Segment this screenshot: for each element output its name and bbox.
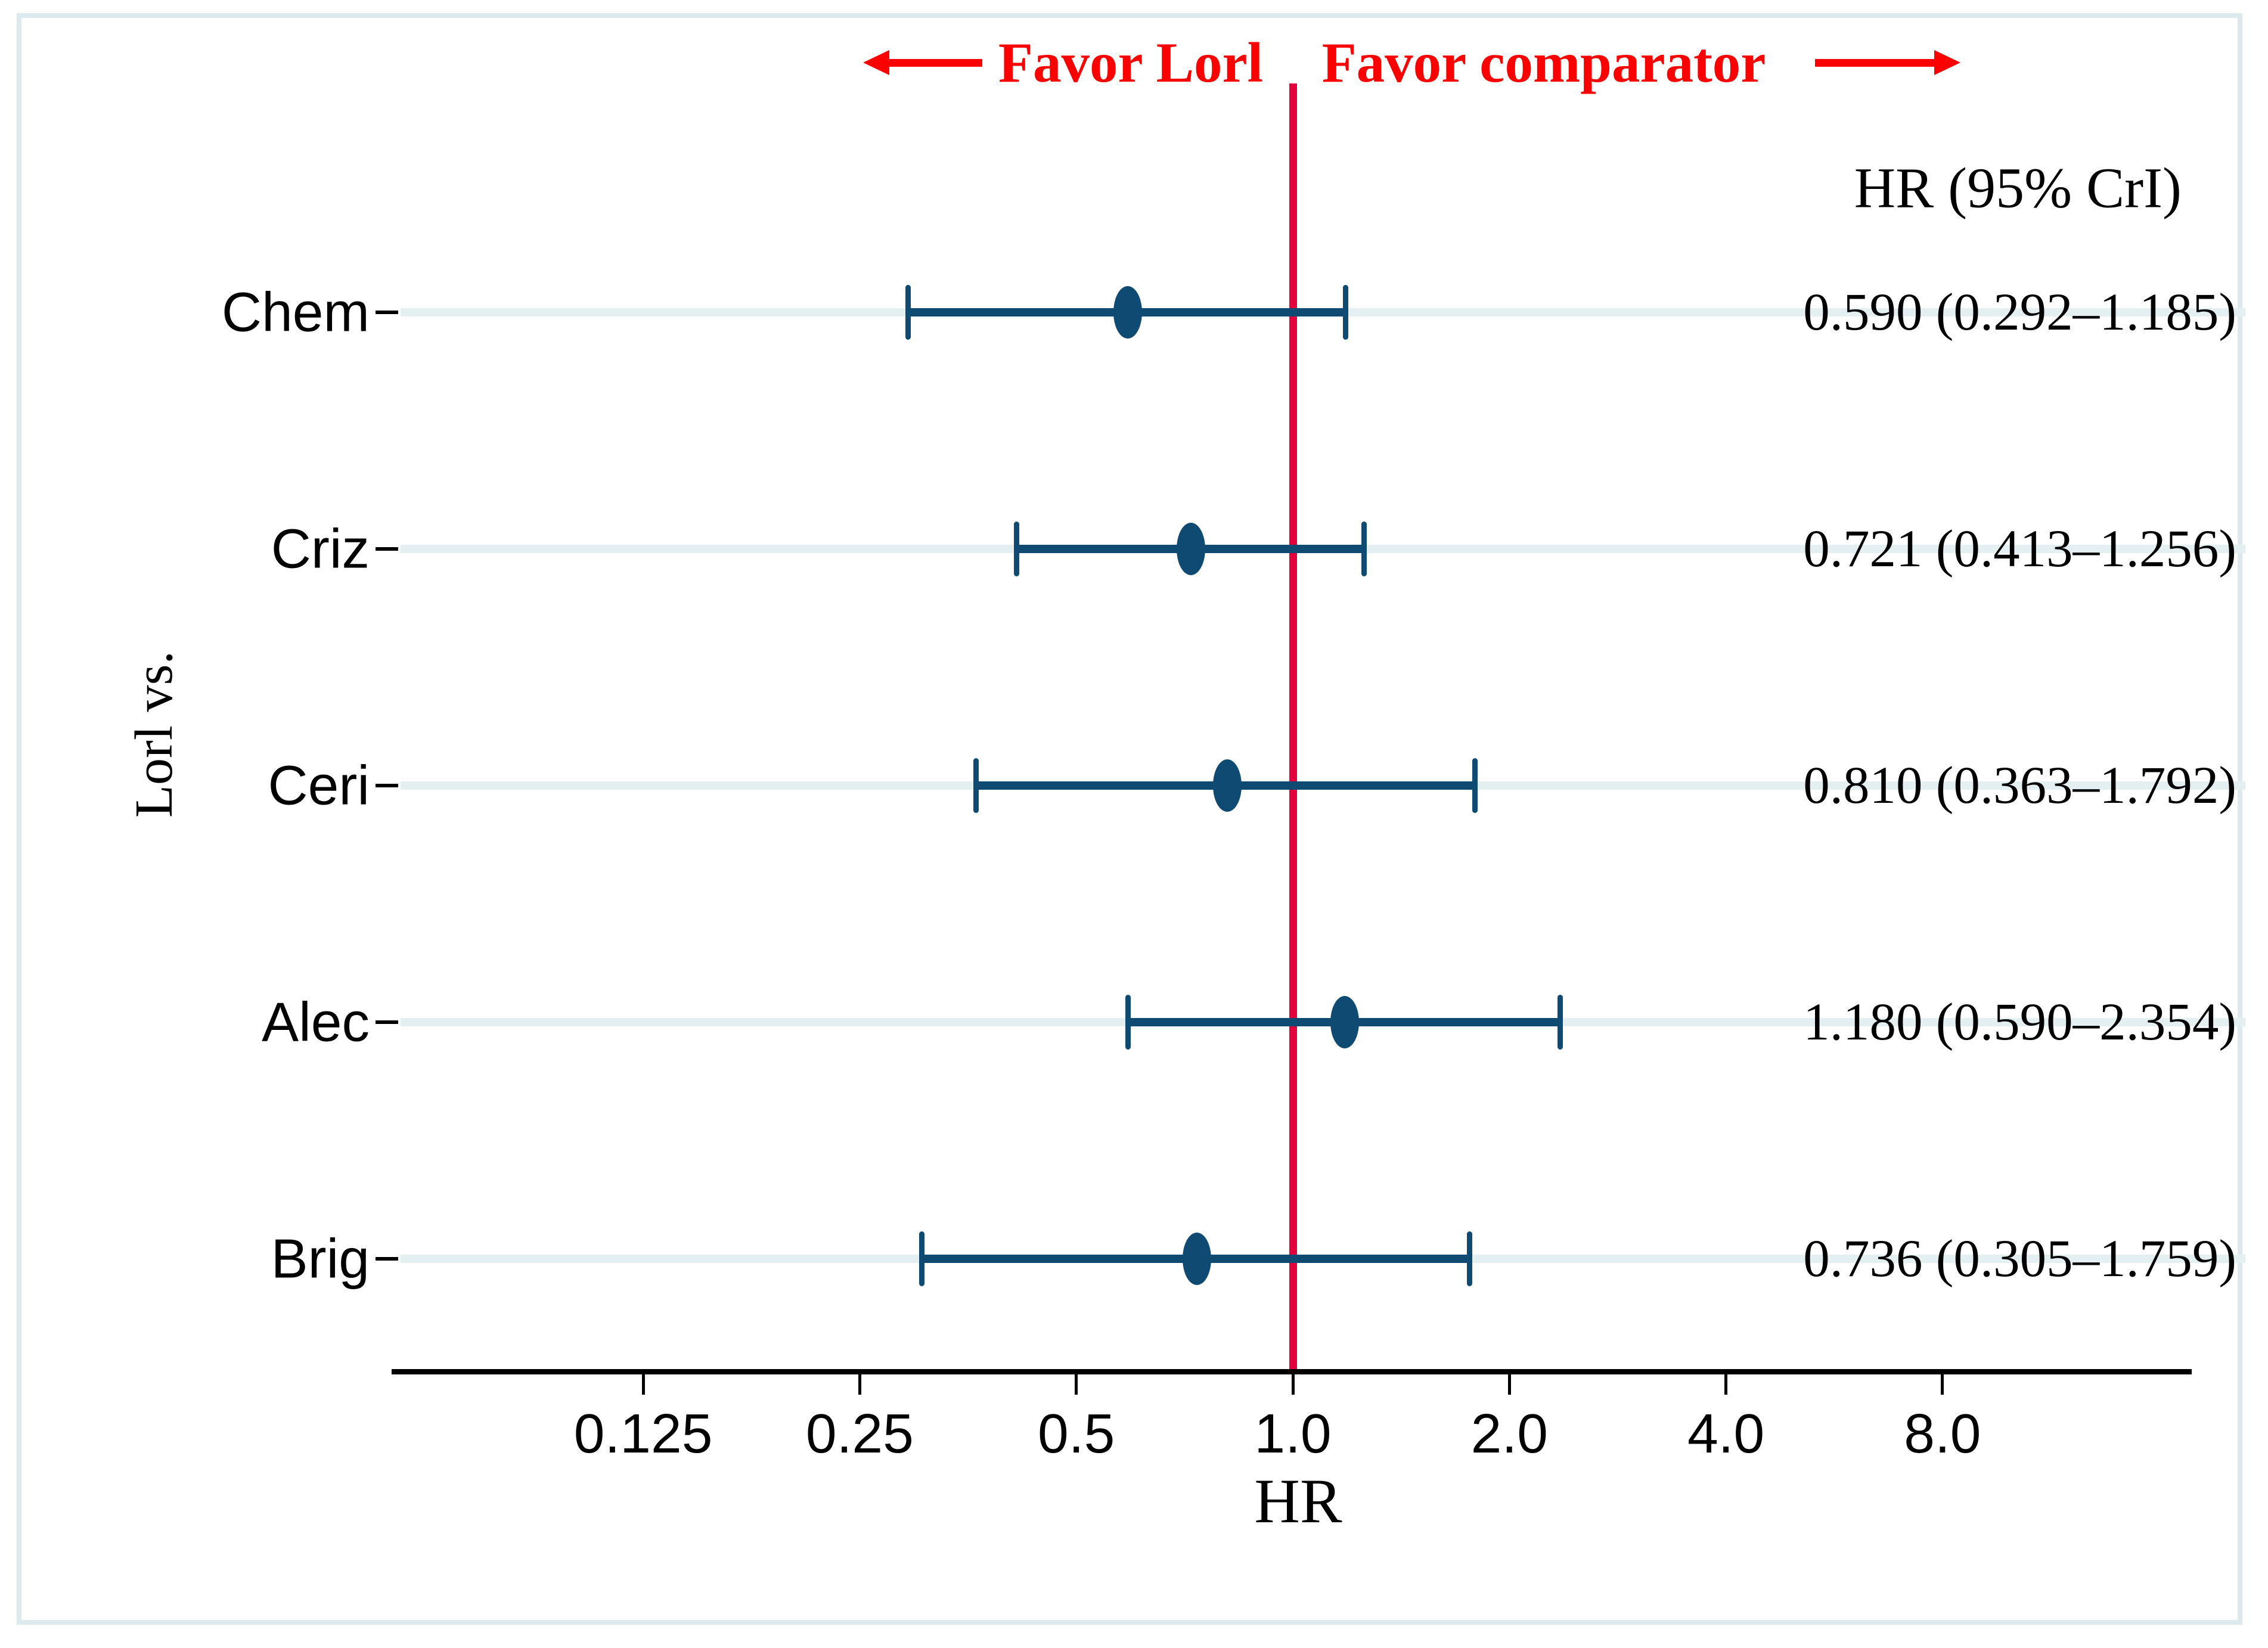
ci-cap-high [1361,522,1367,576]
ci-cap-low [919,1231,925,1286]
category-tick [376,1020,398,1024]
x-axis-tick-label: 0.25 [805,1402,914,1464]
category-tick [376,784,398,787]
ci-cap-high [1466,1231,1472,1286]
category-tick [376,1257,398,1261]
column-header: HR (95% CrI) [1854,156,2182,220]
x-axis-tick [1291,1374,1295,1395]
x-axis-title: HR [1254,1466,1342,1536]
comparator-label: Alec [262,991,370,1053]
ci-cap-high [1557,995,1563,1050]
point-estimate-marker [1176,523,1205,575]
category-tick [376,547,398,551]
ci-cap-low [1014,522,1019,576]
point-estimate-marker [1330,996,1359,1048]
x-axis-tick-label: 2.0 [1470,1402,1548,1464]
point-estimate-marker [1183,1233,1212,1285]
ci-cap-low [905,285,911,340]
x-axis-tick [641,1374,645,1395]
favor-lorl-label: Favor Lorl [998,31,1264,94]
comparator-label: Chem [221,281,370,343]
hr-ci-value: 1.180 (0.590–2.354) [1803,993,2236,1051]
favor-right-arrowhead-icon [1934,50,1960,75]
x-axis-tick-label: 0.125 [573,1402,713,1464]
hr-ci-value: 0.736 (0.305–1.759) [1803,1230,2236,1288]
ci-cap-high [1343,285,1349,340]
x-axis-tick-label: 4.0 [1687,1402,1765,1464]
ci-cap-low [973,758,979,813]
x-axis-tick [858,1374,861,1395]
point-estimate-marker [1113,286,1143,339]
x-axis-line [392,1369,2192,1374]
reference-line [1289,83,1297,1374]
x-axis-tick [1075,1374,1078,1395]
figure-border [17,13,2242,1625]
x-axis-tick-label: 1.0 [1254,1402,1332,1464]
favor-left-arrowhead-icon [863,50,889,75]
x-axis-tick-label: 0.5 [1038,1402,1115,1464]
category-tick [376,311,398,314]
ci-cap-low [1125,995,1131,1050]
hr-ci-value: 0.721 (0.413–1.256) [1803,520,2236,578]
x-axis-tick [1507,1374,1511,1395]
x-axis-tick [1724,1374,1728,1395]
y-axis-label: Lorl vs. [124,651,184,818]
point-estimate-marker [1212,759,1242,812]
x-axis-tick [1941,1374,1944,1395]
x-axis-tick-label: 8.0 [1904,1402,1981,1464]
hr-ci-value: 0.590 (0.292–1.185) [1803,283,2236,342]
comparator-label: Brig [271,1227,370,1290]
ci-cap-high [1472,758,1478,813]
favor-right-arrow-shaft [1815,59,1934,67]
favor-left-arrow-shaft [887,59,982,67]
hr-ci-value: 0.810 (0.363–1.792) [1803,756,2236,815]
favor-comparator-label: Favor comparator [1321,31,1766,94]
comparator-label: Ceri [268,754,370,817]
comparator-label: Criz [271,517,370,580]
